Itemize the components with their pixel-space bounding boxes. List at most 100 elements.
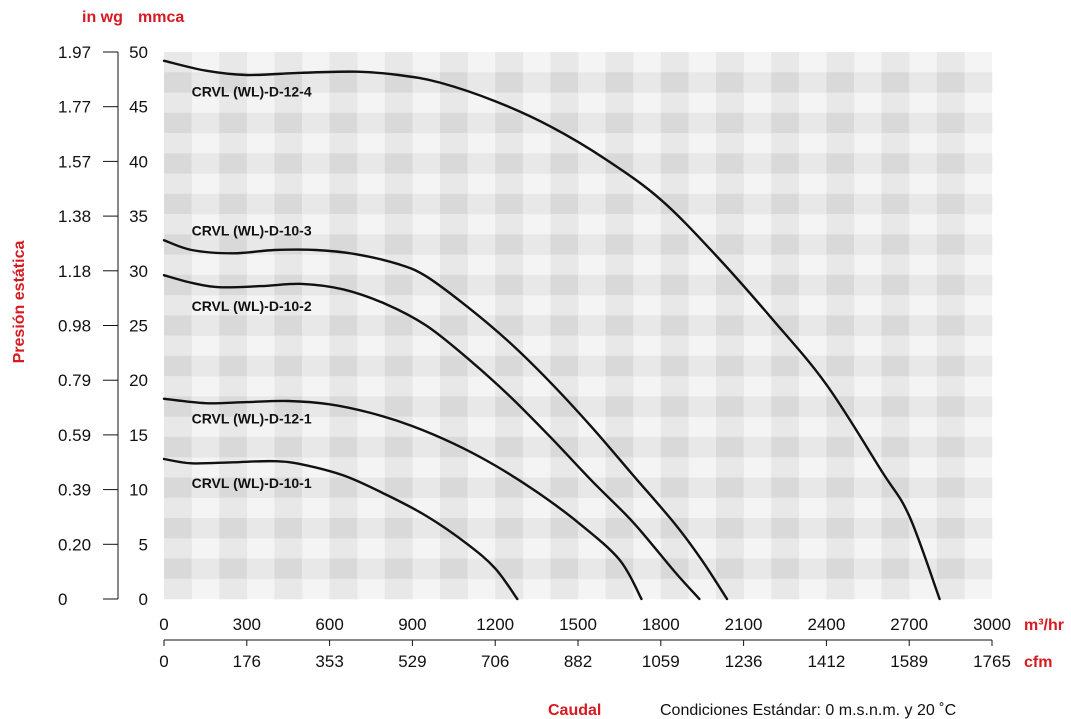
- conditions-note: Condiciones Estándar: 0 m.s.n.m. y 20 ˚C: [660, 702, 956, 719]
- y-tick-label-mmca: 50: [129, 43, 148, 62]
- grid-cell: [440, 416, 468, 438]
- grid-cell: [771, 254, 800, 276]
- grid-cell: [440, 315, 468, 336]
- grid-cell: [716, 214, 744, 235]
- grid-cell: [164, 517, 192, 539]
- grid-cell: [909, 72, 938, 93]
- grid-cell: [743, 517, 772, 539]
- grid-cell: [329, 72, 358, 93]
- grid-cell: [357, 112, 386, 134]
- grid-cell: [881, 274, 910, 296]
- x-unit-cfm: cfm: [1024, 654, 1052, 671]
- grid-cell: [771, 173, 800, 195]
- grid-cell: [798, 274, 827, 296]
- grid-cell: [274, 335, 303, 357]
- grid-cell: [274, 578, 303, 600]
- grid-cell: [329, 254, 358, 276]
- grid-cell: [936, 396, 965, 417]
- grid-cell: [219, 558, 248, 580]
- grid-cell: [440, 153, 468, 174]
- grid-cell: [302, 436, 330, 458]
- grid-cell: [605, 416, 634, 438]
- grid-cell: [826, 133, 855, 154]
- grid-cell: [743, 153, 772, 174]
- grid-cell: [716, 376, 744, 397]
- grid-cell: [854, 112, 882, 134]
- grid-cell: [467, 234, 496, 255]
- grid-cell: [854, 193, 882, 215]
- grid-cell: [771, 234, 800, 255]
- grid-cell: [633, 396, 662, 417]
- grid-cell: [605, 517, 634, 539]
- grid-cell: [771, 214, 800, 235]
- grid-cell: [550, 193, 579, 215]
- grid-cell: [329, 295, 358, 316]
- grid-cell: [302, 355, 330, 377]
- grid-cell: [964, 315, 993, 336]
- grid-cell: [826, 558, 855, 580]
- grid-cell: [826, 173, 855, 195]
- grid-cell: [771, 558, 800, 580]
- grid-cell: [384, 153, 413, 174]
- grid-cell: [826, 295, 855, 316]
- grid-cell: [440, 92, 468, 114]
- grid-cell: [771, 52, 800, 73]
- grid-cell: [909, 274, 938, 296]
- grid-cell: [164, 315, 192, 336]
- grid-cell: [440, 193, 468, 215]
- grid-cell: [688, 355, 717, 377]
- grid-cell: [522, 517, 551, 539]
- grid-cell: [467, 193, 496, 215]
- grid-cell: [274, 416, 303, 438]
- y-unit-inwg: in wg: [82, 9, 123, 26]
- grid-cell: [633, 315, 662, 336]
- grid-cell: [936, 92, 965, 114]
- grid-cell: [495, 436, 524, 458]
- grid-cell: [522, 558, 551, 580]
- grid-cell: [495, 457, 524, 478]
- grid-cell: [660, 274, 689, 296]
- grid-cell: [191, 558, 220, 580]
- x-tick-label-m3hr: 900: [398, 615, 426, 634]
- series-label: CRVL (WL)-D-10-1: [192, 475, 312, 491]
- grid-cell: [633, 517, 662, 539]
- grid-cell: [964, 517, 993, 539]
- grid-cell: [246, 193, 275, 215]
- grid-cell: [357, 355, 386, 377]
- grid-cell: [329, 133, 358, 154]
- grid-cell: [660, 335, 689, 357]
- grid-cell: [605, 112, 634, 134]
- grid-cell: [771, 578, 800, 600]
- grid-cell: [771, 153, 800, 174]
- grid-cell: [936, 153, 965, 174]
- y-tick-label-mmca: 30: [129, 262, 148, 281]
- grid-cell: [164, 436, 192, 458]
- grid-cell: [798, 517, 827, 539]
- grid-cell: [771, 274, 800, 296]
- grid-cell: [384, 376, 413, 397]
- grid-cell: [660, 234, 689, 255]
- grid-cell: [798, 153, 827, 174]
- y-tick-label-inwg: 1.38: [58, 207, 91, 226]
- grid-cell: [909, 234, 938, 255]
- x-tick-label-m3hr: 1800: [642, 615, 680, 634]
- x-tick-label-cfm: 1589: [890, 652, 928, 671]
- grid-cell: [302, 315, 330, 336]
- grid-cell: [412, 355, 441, 377]
- x-tick-label-cfm: 1059: [642, 652, 680, 671]
- grid-cell: [578, 396, 606, 417]
- grid-cell: [578, 274, 606, 296]
- grid-cell: [633, 234, 662, 255]
- grid-cell: [771, 416, 800, 438]
- grid-cell: [881, 72, 910, 93]
- grid-cell: [771, 376, 800, 397]
- grid-cell: [688, 274, 717, 296]
- grid-cell: [798, 396, 827, 417]
- grid-cell: [329, 517, 358, 539]
- x-tick-label-cfm: 1236: [725, 652, 763, 671]
- grid-cell: [550, 578, 579, 600]
- grid-cell: [274, 112, 303, 134]
- grid-cell: [771, 295, 800, 316]
- series-label: CRVL (WL)-D-10-3: [192, 222, 312, 238]
- grid-cell: [329, 538, 358, 559]
